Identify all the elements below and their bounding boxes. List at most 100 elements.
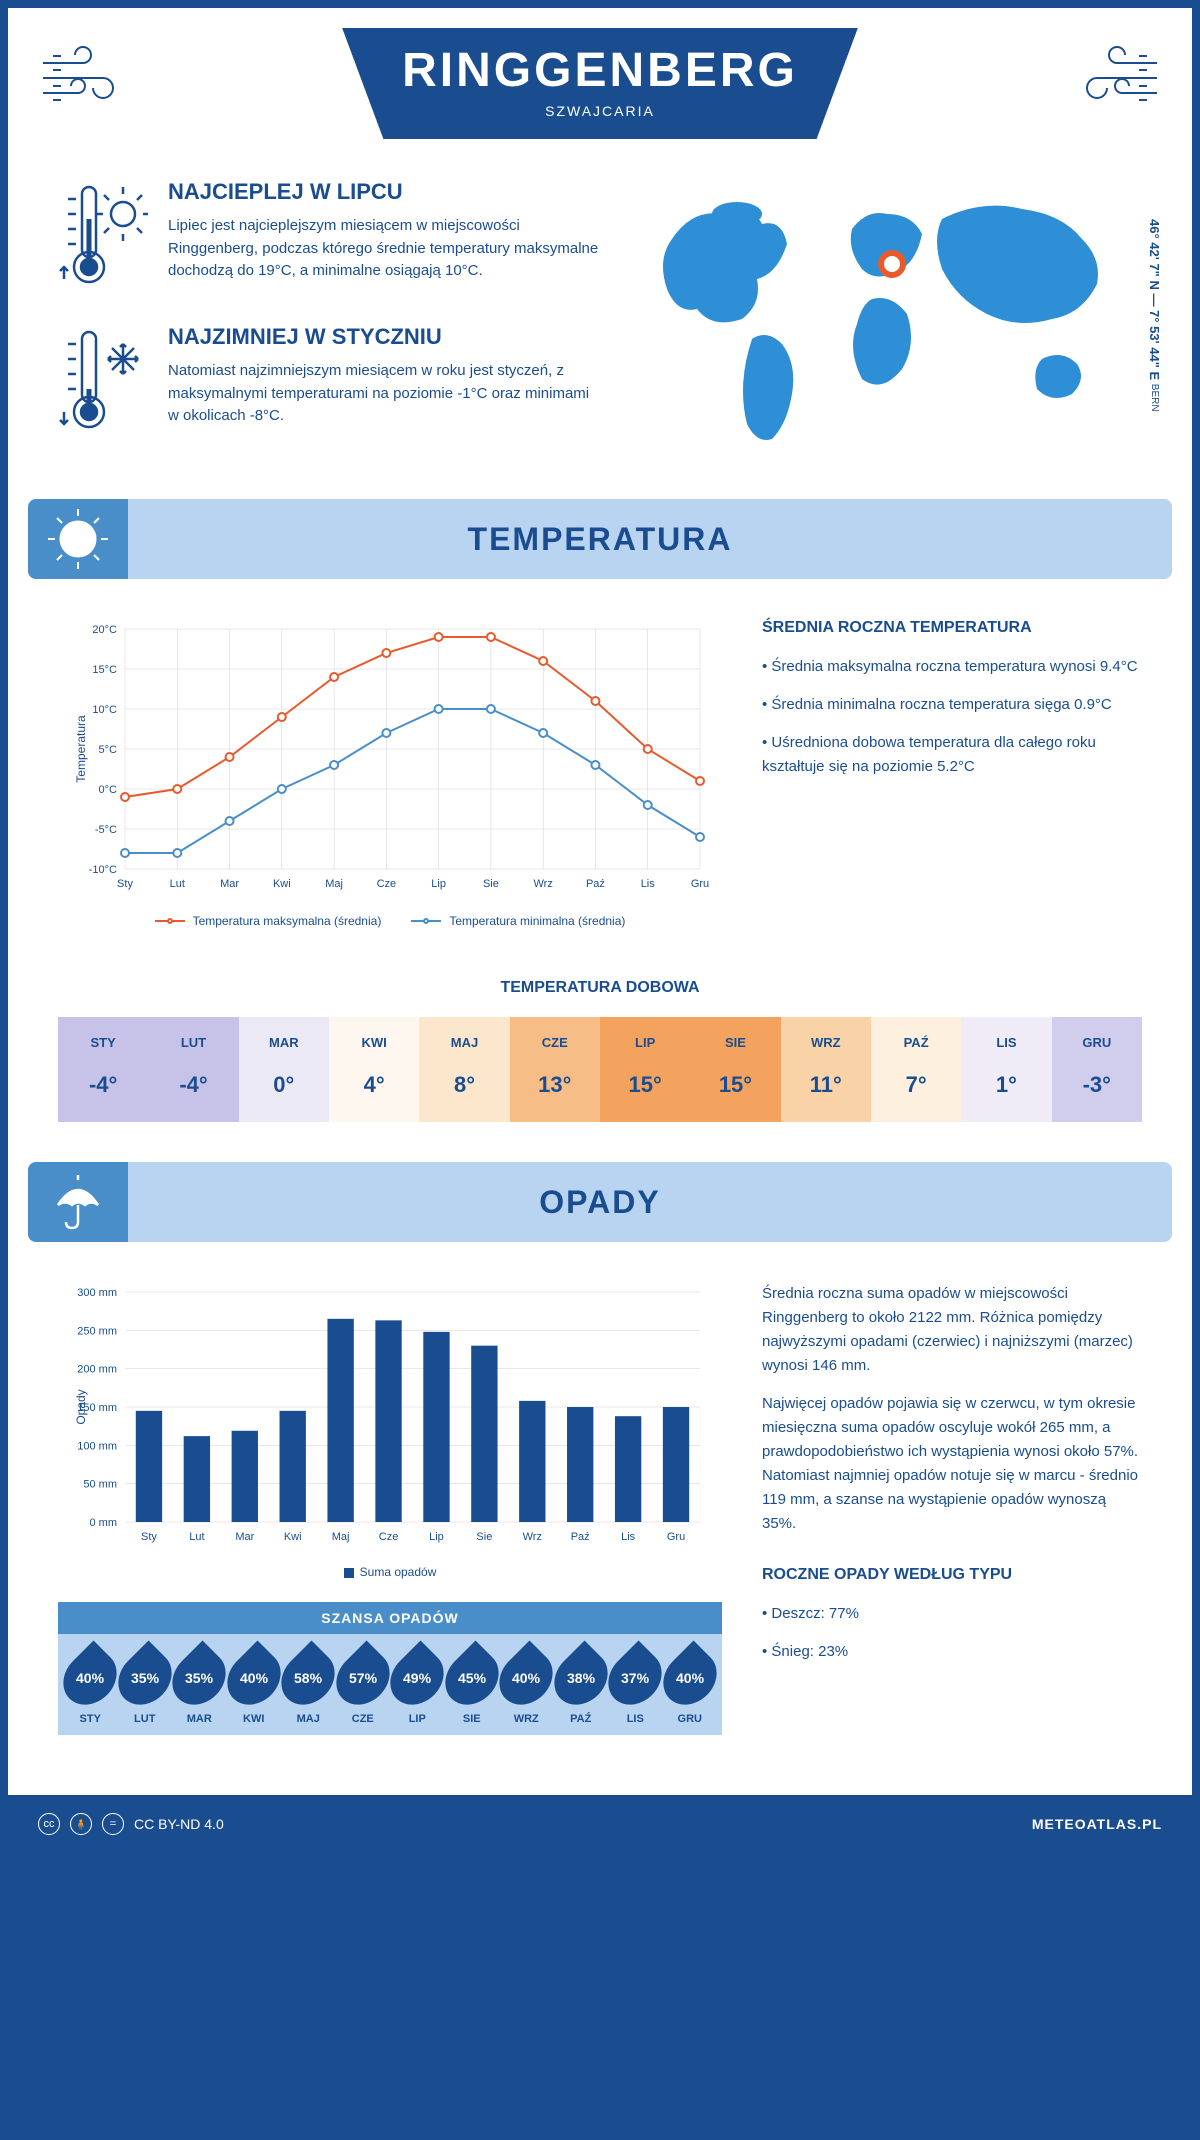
temp-info-title: ŚREDNIA ROCZNA TEMPERATURA	[762, 619, 1142, 637]
footer-site: METEOATLAS.PL	[1032, 1816, 1162, 1832]
footer: cc 🧍 = CC BY-ND 4.0 METEOATLAS.PL	[8, 1795, 1192, 1853]
daily-temp-cell: KWI4°	[329, 1017, 419, 1122]
svg-text:Opady: Opady	[74, 1389, 88, 1424]
svg-text:5°C: 5°C	[99, 744, 118, 756]
daily-temp-cell: PAŹ7°	[871, 1017, 961, 1122]
map-column: 46° 42' 7" N — 7° 53' 44" E BERN	[642, 179, 1142, 469]
svg-text:100 mm: 100 mm	[77, 1440, 117, 1452]
intro-text-column: NAJCIEPLEJ W LIPCU Lipiec jest najcieple…	[58, 179, 602, 469]
daily-temp-cell: WRZ11°	[781, 1017, 871, 1122]
svg-text:Temperatura: Temperatura	[74, 715, 88, 783]
sun-icon	[28, 499, 128, 579]
svg-text:Mar: Mar	[220, 878, 239, 890]
precipitation-bar-chart: 0 mm50 mm100 mm150 mm200 mm250 mm300 mmO…	[58, 1282, 722, 1775]
daily-temp-cell: GRU-3°	[1052, 1017, 1142, 1122]
daily-temp-table: STY-4° LUT-4° MAR0° KWI4° MAJ8° CZE13° L…	[58, 1017, 1142, 1122]
temperature-chart-section: -10°C-5°C0°C5°C10°C15°C20°CStyLutMarKwiM…	[8, 579, 1192, 959]
rain-drop-item: 40% WRZ	[499, 1649, 554, 1725]
page-subtitle: SZWAJCARIA	[402, 103, 798, 119]
svg-text:Lip: Lip	[431, 878, 446, 890]
intro-section: NAJCIEPLEJ W LIPCU Lipiec jest najcieple…	[8, 179, 1192, 499]
infographic-page: RINGGENBERG SZWAJCARIA	[8, 8, 1192, 1853]
rain-drop-item: 40% KWI	[227, 1649, 282, 1725]
warmest-block: NAJCIEPLEJ W LIPCU Lipiec jest najcieple…	[58, 179, 602, 294]
warmest-text: Lipiec jest najcieplejszym miesiącem w m…	[168, 215, 602, 283]
header: RINGGENBERG SZWAJCARIA	[8, 8, 1192, 179]
legend-min: Temperatura minimalna (średnia)	[411, 914, 625, 928]
location-marker	[881, 253, 903, 275]
thermometer-snow-icon	[58, 324, 148, 439]
precip-snow: • Śnieg: 23%	[762, 1640, 1142, 1664]
daily-temp-cell: STY-4°	[58, 1017, 148, 1122]
coordinates: 46° 42' 7" N — 7° 53' 44" E BERN	[1147, 219, 1162, 412]
svg-text:50 mm: 50 mm	[83, 1479, 117, 1491]
rain-drops-row: 40% STY 35% LUT 35% MAR 40% KWI 58% MAJ …	[58, 1634, 722, 1735]
coords-city: BERN	[1149, 384, 1160, 412]
temperature-info: ŚREDNIA ROCZNA TEMPERATURA • Średnia mak…	[762, 619, 1142, 939]
rain-drop-item: 38% PAŹ	[554, 1649, 609, 1725]
rain-drop-item: 58% MAJ	[281, 1649, 336, 1725]
coldest-text: Natomiast najzimniejszym miesiącem w rok…	[168, 360, 602, 428]
daily-temp-cell: LIP15°	[600, 1017, 690, 1122]
temperature-section-header: TEMPERATURA	[28, 499, 1172, 579]
svg-text:Kwi: Kwi	[273, 878, 291, 890]
svg-text:300 mm: 300 mm	[77, 1287, 117, 1299]
temperature-line-chart: -10°C-5°C0°C5°C10°C15°C20°CStyLutMarKwiM…	[58, 619, 722, 939]
svg-text:10°C: 10°C	[92, 704, 117, 716]
precipitation-section-header: OPADY	[28, 1162, 1172, 1242]
license-text: CC BY-ND 4.0	[134, 1816, 224, 1832]
thermometer-sun-icon	[58, 179, 148, 294]
svg-text:Lut: Lut	[189, 1531, 204, 1543]
rain-drop-item: 35% MAR	[172, 1649, 227, 1725]
svg-text:200 mm: 200 mm	[77, 1364, 117, 1376]
header-banner: RINGGENBERG SZWAJCARIA	[342, 28, 858, 139]
svg-text:-10°C: -10°C	[89, 864, 117, 876]
svg-text:Sty: Sty	[117, 878, 133, 890]
legend-max: Temperatura maksymalna (średnia)	[155, 914, 382, 928]
svg-text:Maj: Maj	[332, 1531, 350, 1543]
svg-text:250 mm: 250 mm	[77, 1325, 117, 1337]
temperature-legend: Temperatura maksymalna (średnia) Tempera…	[58, 914, 722, 928]
precip-rain: • Deszcz: 77%	[762, 1602, 1142, 1626]
rain-drop-item: 37% LIS	[608, 1649, 663, 1725]
daily-temp-cell: MAJ8°	[419, 1017, 509, 1122]
daily-temp-cell: LIS1°	[961, 1017, 1051, 1122]
rain-drop-item: 45% SIE	[445, 1649, 500, 1725]
precipitation-title: OPADY	[539, 1184, 660, 1221]
svg-text:0°C: 0°C	[99, 784, 118, 796]
precip-type-title: ROCZNE OPADY WEDŁUG TYPU	[762, 1566, 1142, 1584]
umbrella-icon	[28, 1162, 128, 1242]
svg-text:Sie: Sie	[476, 1531, 492, 1543]
svg-text:Cze: Cze	[377, 878, 397, 890]
precip-p2: Najwięcej opadów pojawia się w czerwcu, …	[762, 1392, 1142, 1536]
svg-text:Sty: Sty	[141, 1531, 157, 1543]
precipitation-legend: Suma opadów	[58, 1565, 722, 1579]
rain-chance-title: SZANSA OPADÓW	[58, 1602, 722, 1634]
temperature-title: TEMPERATURA	[468, 521, 733, 558]
precipitation-chart-section: 0 mm50 mm100 mm150 mm200 mm250 mm300 mmO…	[8, 1242, 1192, 1795]
coldest-title: NAJZIMNIEJ W STYCZNIU	[168, 324, 602, 350]
svg-text:20°C: 20°C	[92, 624, 117, 636]
daily-temp-cell: MAR0°	[239, 1017, 329, 1122]
svg-text:0 mm: 0 mm	[90, 1517, 118, 1529]
rain-drop-item: 49% LIP	[390, 1649, 445, 1725]
cc-icon: cc	[38, 1813, 60, 1835]
svg-text:Maj: Maj	[325, 878, 343, 890]
temp-info-p3: • Uśredniona dobowa temperatura dla całe…	[762, 731, 1142, 779]
wind-icon-right	[1052, 38, 1162, 118]
wind-icon-left	[38, 38, 148, 118]
svg-text:Mar: Mar	[235, 1531, 254, 1543]
rain-drop-item: 40% GRU	[663, 1649, 718, 1725]
svg-text:Lis: Lis	[621, 1531, 636, 1543]
svg-text:Sie: Sie	[483, 878, 499, 890]
page-title: RINGGENBERG	[402, 43, 798, 98]
daily-temp-cell: CZE13°	[510, 1017, 600, 1122]
daily-temp-title: TEMPERATURA DOBOWA	[8, 979, 1192, 997]
daily-temp-cell: LUT-4°	[148, 1017, 238, 1122]
svg-text:Cze: Cze	[379, 1531, 399, 1543]
nd-icon: =	[102, 1813, 124, 1835]
rain-drop-item: 57% CZE	[336, 1649, 391, 1725]
temp-info-p2: • Średnia minimalna roczna temperatura s…	[762, 693, 1142, 717]
svg-text:Lis: Lis	[641, 878, 656, 890]
daily-temp-cell: SIE15°	[690, 1017, 780, 1122]
